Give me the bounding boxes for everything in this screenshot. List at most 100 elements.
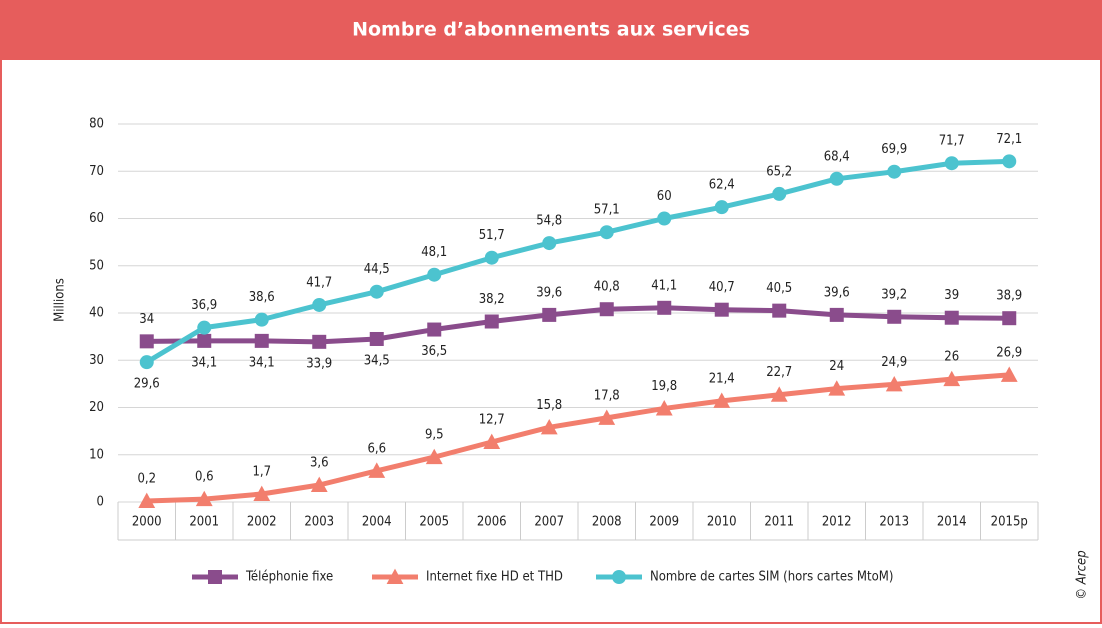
marker [944, 310, 959, 325]
data-label: 38,6 [249, 290, 275, 305]
marker [772, 186, 787, 201]
marker [253, 485, 271, 501]
marker [772, 303, 787, 318]
x-tick-label: 2005 [419, 515, 449, 530]
y-tick-label: 70 [89, 164, 104, 179]
marker [483, 433, 501, 449]
data-label: 39,2 [881, 287, 907, 302]
x-tick-label: 2014 [937, 515, 967, 530]
x-tick-label: 2011 [764, 515, 794, 530]
data-label: 22,7 [766, 365, 792, 380]
data-label: 19,8 [651, 379, 677, 394]
data-label: 26,9 [996, 345, 1022, 360]
marker [829, 307, 844, 322]
data-label: 39 [944, 288, 959, 303]
data-label: 39,6 [824, 285, 850, 300]
data-label: 34,1 [249, 355, 275, 370]
data-label: 12,7 [479, 412, 505, 427]
marker [885, 375, 903, 392]
data-label: 48,1 [421, 245, 447, 260]
marker [254, 333, 269, 348]
legend-label: Internet fixe HD et THD [426, 570, 563, 585]
marker [599, 225, 614, 240]
y-tick-label: 40 [89, 306, 104, 321]
data-label: 40,7 [709, 280, 735, 295]
data-label: 26 [944, 350, 959, 365]
y-tick-label: 0 [97, 495, 104, 510]
x-tick-label: 2010 [707, 515, 737, 530]
x-tick-label: 2015p [991, 515, 1028, 530]
marker [484, 250, 499, 265]
marker [714, 302, 729, 317]
data-label: 6,6 [367, 441, 386, 456]
series-line [145, 158, 1010, 365]
data-label: 44,5 [364, 262, 390, 277]
x-tick-label: 2007 [534, 515, 564, 530]
marker [312, 334, 327, 349]
data-label: 17,8 [594, 388, 620, 403]
x-tick-label: 2006 [477, 515, 507, 530]
series-line [146, 305, 1010, 345]
data-label: 60 [657, 189, 672, 204]
header [0, 0, 1102, 60]
data-label: 29,6 [134, 377, 160, 392]
marker [714, 200, 729, 215]
data-label: 1,7 [252, 464, 271, 479]
marker [197, 320, 212, 335]
marker [425, 448, 443, 465]
marker [1000, 366, 1018, 382]
marker [427, 267, 442, 282]
data-label: 65,2 [766, 164, 792, 179]
marker [1002, 154, 1017, 169]
x-tick-label: 2013 [879, 515, 909, 530]
source: © Arcep [1075, 550, 1090, 599]
marker [542, 236, 557, 251]
marker [612, 570, 626, 584]
data-label: 0,6 [195, 470, 214, 485]
marker [197, 333, 212, 348]
marker [887, 164, 902, 179]
data-label: 38,2 [479, 292, 505, 307]
y-tick-label: 50 [89, 258, 104, 273]
data-label: 0,2 [137, 472, 156, 487]
marker [540, 418, 558, 435]
y-tick-label: 80 [89, 117, 104, 132]
marker [484, 314, 499, 329]
marker [139, 355, 154, 370]
series-line [146, 372, 1010, 504]
data-label: 38,9 [996, 289, 1022, 304]
y-axis-label: Millions [53, 278, 68, 322]
marker [368, 462, 386, 478]
data-label: 3,6 [310, 455, 329, 470]
marker [944, 156, 959, 171]
marker [828, 380, 846, 396]
data-label: 62,4 [709, 178, 735, 193]
x-tick-label: 2012 [822, 515, 852, 530]
marker [598, 409, 616, 425]
data-label: 21,4 [709, 371, 735, 386]
data-label: 9,5 [425, 428, 444, 443]
y-tick-label: 30 [89, 353, 104, 368]
data-label: 57,1 [594, 203, 620, 218]
marker [599, 302, 614, 317]
marker [943, 370, 961, 387]
marker [312, 297, 327, 312]
x-tick-label: 2002 [247, 515, 277, 530]
x-tick-label: 2008 [592, 515, 622, 530]
marker [657, 300, 672, 315]
data-label: 34 [139, 312, 154, 327]
data-label: 41,7 [306, 275, 332, 290]
data-label: 34,5 [364, 353, 390, 368]
data-label: 41,1 [651, 278, 677, 293]
marker [1002, 311, 1017, 326]
data-label: 34,1 [191, 355, 217, 370]
marker [386, 568, 404, 584]
data-label: 40,8 [594, 280, 620, 295]
marker [139, 334, 154, 349]
marker [310, 476, 328, 492]
marker [138, 492, 156, 509]
marker [369, 331, 384, 346]
marker [829, 171, 844, 186]
marker [655, 400, 673, 416]
